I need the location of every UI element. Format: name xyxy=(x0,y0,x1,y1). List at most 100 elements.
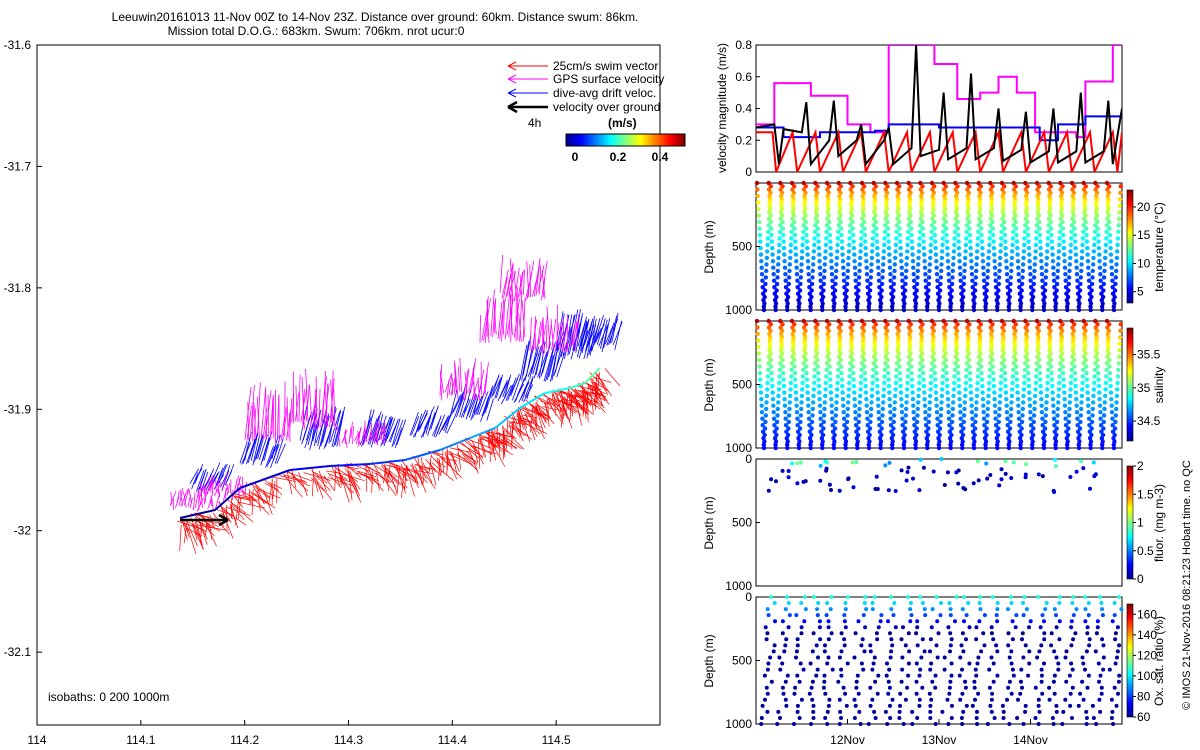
fluor-point xyxy=(795,481,800,486)
profile-point xyxy=(764,262,769,267)
oxy-point xyxy=(1090,703,1095,708)
profile-point xyxy=(867,288,873,293)
profile-point xyxy=(1040,423,1045,428)
profile-point xyxy=(1062,403,1068,408)
profile-point xyxy=(996,413,1002,418)
profile-point xyxy=(795,429,801,434)
profile-point xyxy=(802,331,807,337)
oxy-point xyxy=(798,661,803,666)
oxy-point xyxy=(1008,595,1013,599)
profile-point xyxy=(835,236,841,241)
profile-point xyxy=(929,318,935,324)
profile-point xyxy=(1114,400,1119,405)
profile-point xyxy=(964,180,970,186)
profile-point xyxy=(1026,383,1032,389)
profile-point xyxy=(1105,200,1111,205)
profile-point xyxy=(848,361,853,366)
profile-point xyxy=(869,393,875,399)
drift-vector xyxy=(519,344,528,380)
profile-point xyxy=(883,180,888,186)
oxy-point xyxy=(1057,601,1062,605)
gps-vector xyxy=(333,388,336,430)
oxy-point xyxy=(811,703,816,708)
profile-point xyxy=(829,410,835,415)
swim-vector xyxy=(231,505,245,521)
oxy-point xyxy=(886,691,891,696)
oxy-point xyxy=(949,716,954,720)
oxy-point xyxy=(799,697,804,702)
profile-point xyxy=(1084,364,1089,369)
profile-point xyxy=(914,426,919,431)
fluor-point xyxy=(780,468,785,473)
profile-point xyxy=(922,403,928,408)
profile-point xyxy=(1097,397,1102,402)
oxy-point xyxy=(1036,722,1041,726)
profile-point xyxy=(1084,239,1090,244)
profile-point xyxy=(925,304,930,309)
swim-vector xyxy=(336,476,355,494)
swim-vector xyxy=(568,387,571,406)
fluor-point xyxy=(829,488,833,492)
profile-point xyxy=(1007,426,1013,431)
profile-point xyxy=(1024,344,1030,350)
profile-point xyxy=(1039,410,1045,415)
gps-vector xyxy=(330,379,334,426)
profile-point xyxy=(767,338,772,343)
profile-point xyxy=(827,364,832,369)
profile-point xyxy=(897,357,902,363)
profile-point xyxy=(818,416,823,421)
profile-point xyxy=(955,322,960,327)
profile-point xyxy=(856,288,861,293)
profile-point xyxy=(1096,232,1101,238)
swim-vector xyxy=(237,501,266,509)
oxy-point xyxy=(947,691,952,696)
profile-point xyxy=(1074,410,1080,415)
profile-point xyxy=(881,249,887,254)
profile-point xyxy=(895,203,901,208)
oxy-point xyxy=(1019,679,1023,684)
oxy-point xyxy=(1113,631,1118,636)
profile-point xyxy=(845,413,850,418)
profile-point xyxy=(768,184,773,189)
profile-point xyxy=(849,203,854,208)
profile-point xyxy=(917,242,922,248)
profile-point xyxy=(830,285,835,290)
profile-point xyxy=(815,219,820,225)
gps-vector xyxy=(499,311,504,339)
profile-point xyxy=(1004,272,1010,277)
profile-point xyxy=(794,410,800,415)
profile-point xyxy=(966,344,971,350)
oxy-point xyxy=(889,649,894,654)
profile-point xyxy=(784,429,789,434)
profile-point xyxy=(930,193,935,199)
profile-point xyxy=(1039,272,1045,277)
drift-vector xyxy=(260,437,270,466)
oxy-point xyxy=(1112,601,1117,605)
profile-point xyxy=(887,259,892,264)
profile-point xyxy=(857,268,862,274)
profile-point xyxy=(1114,262,1119,267)
profile-point xyxy=(980,259,986,264)
depth-tick-label: 1000 xyxy=(725,441,752,455)
oxy-point xyxy=(876,625,881,630)
oxy-point xyxy=(946,625,951,630)
swim-vector xyxy=(284,474,306,482)
profile-point xyxy=(876,265,881,270)
profile-point xyxy=(991,377,996,382)
oxy-point xyxy=(759,716,764,720)
profile-point xyxy=(1006,442,1011,447)
profile-point xyxy=(907,197,913,202)
profile-point xyxy=(767,206,773,212)
profile-point xyxy=(996,275,1002,280)
profile-point xyxy=(916,249,922,254)
gps-vector xyxy=(482,362,489,398)
profile-point xyxy=(806,410,811,415)
gps-vector xyxy=(484,371,488,395)
profile-point xyxy=(899,403,904,408)
profile-point xyxy=(789,229,794,234)
profile-point xyxy=(883,361,888,366)
fluor-point xyxy=(1079,459,1083,464)
drift-vector xyxy=(521,379,530,402)
profile-point xyxy=(847,374,852,379)
